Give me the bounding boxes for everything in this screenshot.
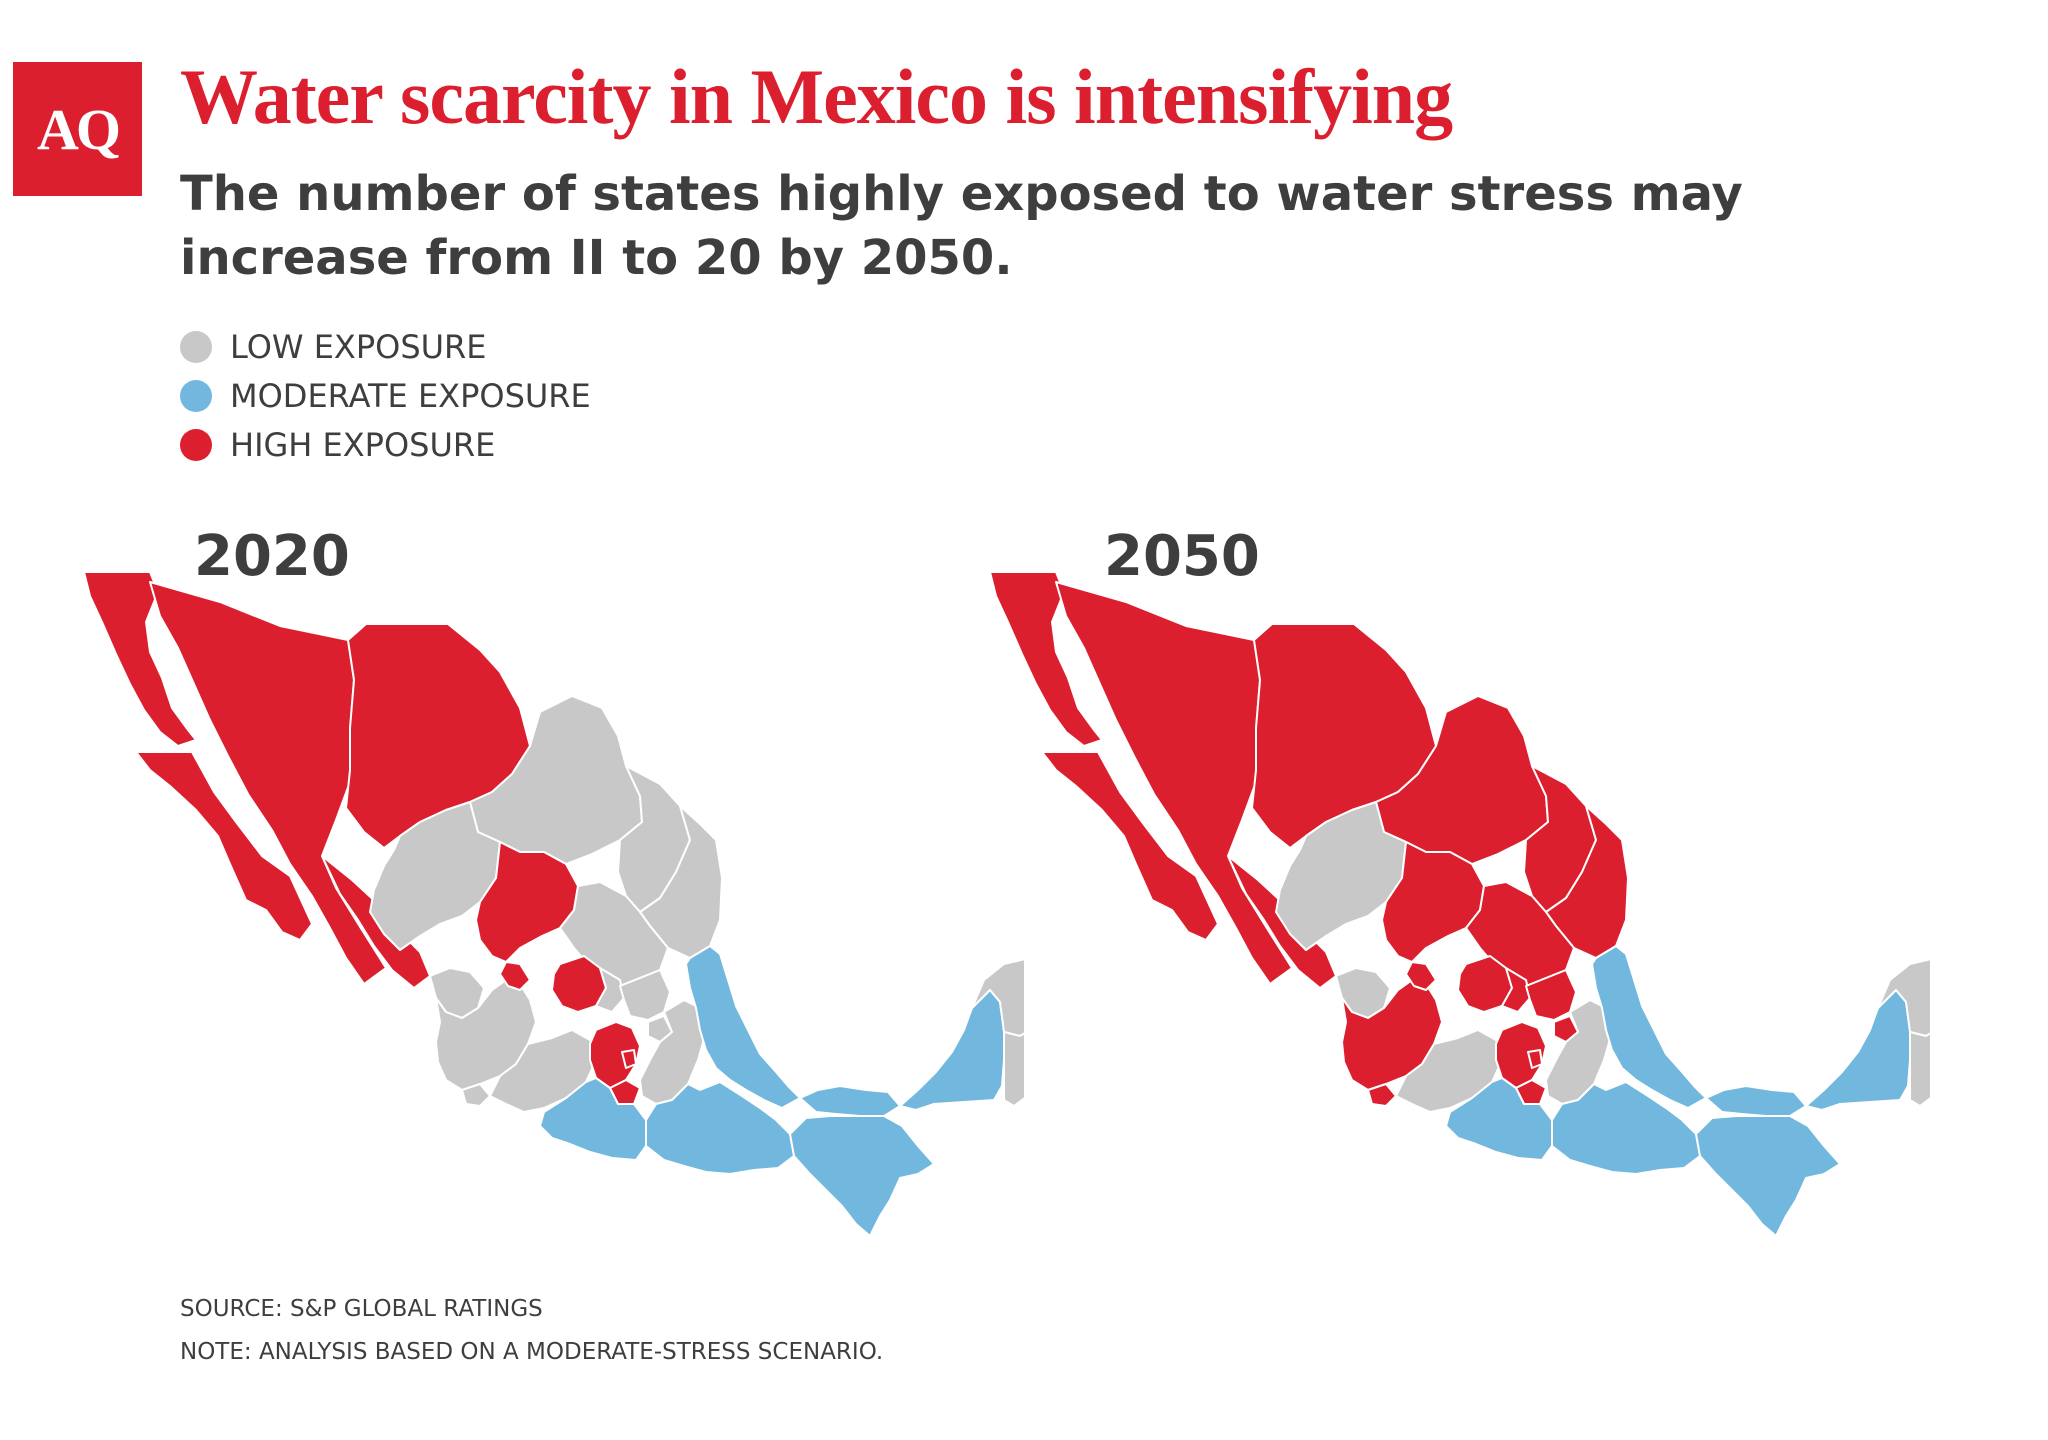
state-veracruz [685, 945, 801, 1109]
legend: LOW EXPOSURE MODERATE EXPOSURE HIGH EXPO… [180, 322, 591, 469]
state-michoacan [489, 1029, 597, 1113]
page-title: Water scarcity in Mexico is intensifying [180, 53, 1453, 140]
legend-item-moderate: MODERATE EXPOSURE [180, 371, 591, 420]
state-veracruz [1591, 945, 1707, 1109]
legend-label-moderate: MODERATE EXPOSURE [230, 376, 591, 415]
legend-label-low: LOW EXPOSURE [230, 327, 487, 366]
legend-item-low: LOW EXPOSURE [180, 322, 591, 371]
legend-swatch-low [180, 330, 212, 363]
footer: SOURCE: S&P GLOBAL RATINGS NOTE: ANALYSI… [180, 1288, 883, 1374]
page-subtitle: The number of states highly exposed to w… [180, 166, 1743, 286]
state-baja-california [83, 571, 197, 747]
state-baja-california-sur [1041, 751, 1219, 941]
state-aguascalientes [499, 961, 531, 991]
state-guanajuato [551, 955, 607, 1013]
legend-swatch-moderate [180, 379, 212, 412]
legend-label-high: HIGH EXPOSURE [230, 425, 496, 464]
state-zacatecas [1381, 841, 1485, 963]
state-aguascalientes [1405, 961, 1437, 991]
state-tamaulipas [639, 805, 723, 959]
state-queretaro [1501, 967, 1531, 1013]
map-2050-year-label: 2050 [1104, 524, 1260, 589]
legend-item-high: HIGH EXPOSURE [180, 420, 591, 469]
state-guanajuato [1457, 955, 1513, 1013]
state-tabasco [1705, 1085, 1807, 1117]
state-durango [369, 801, 501, 951]
state-yucatan [1877, 958, 1930, 1037]
map-2050 [989, 571, 1930, 1237]
aq-logo: AQ [13, 62, 142, 196]
state-yucatan [971, 958, 1024, 1037]
state-michoacan [1395, 1029, 1503, 1113]
state-colima [461, 1083, 491, 1107]
legend-swatch-high [180, 428, 212, 461]
state-durango [1275, 801, 1407, 951]
source-note: SOURCE: S&P GLOBAL RATINGS [180, 1296, 543, 1322]
state-quintana-roo [1909, 1031, 1930, 1107]
state-campeche [1805, 989, 1911, 1111]
state-colima [1367, 1083, 1397, 1107]
state-cdmx [621, 1049, 637, 1069]
state-zacatecas [475, 841, 579, 963]
state-quintana-roo [1003, 1031, 1024, 1107]
state-cdmx [1527, 1049, 1543, 1069]
state-guerrero [539, 1077, 647, 1161]
state-tabasco [799, 1085, 901, 1117]
map-2020 [83, 571, 1024, 1237]
state-queretaro [595, 967, 625, 1013]
analysis-note: NOTE: ANALYSIS BASED ON A MODERATE-STRES… [180, 1339, 884, 1365]
state-baja-california [989, 571, 1103, 747]
state-baja-california-sur [135, 751, 313, 941]
state-chiapas [789, 1115, 935, 1237]
state-chiapas [1695, 1115, 1841, 1237]
state-guerrero [1445, 1077, 1553, 1161]
state-tamaulipas [1545, 805, 1629, 959]
map-2020-year-label: 2020 [194, 524, 350, 589]
